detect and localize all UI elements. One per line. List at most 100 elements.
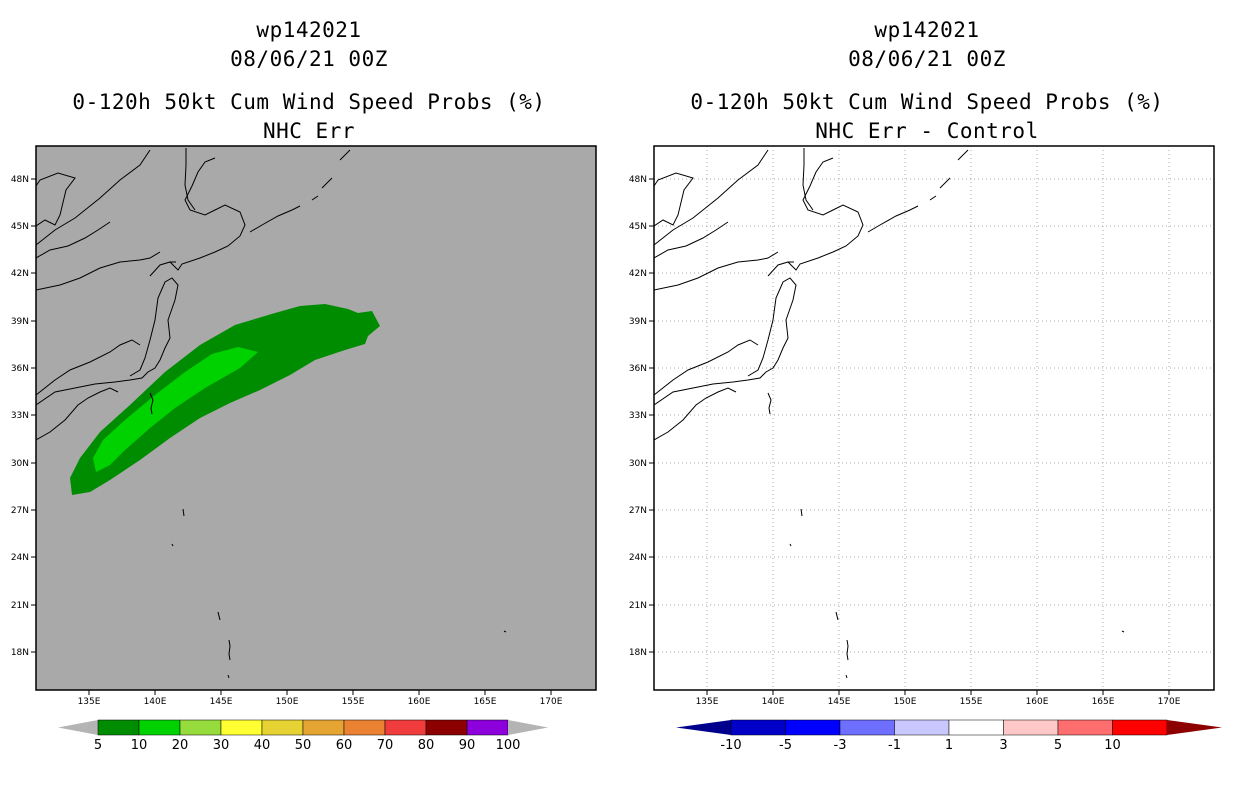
svg-text:155E: 155E — [960, 697, 983, 707]
svg-text:24N: 24N — [629, 553, 647, 563]
lat-label: 18N — [11, 648, 36, 658]
svg-text:33N: 33N — [11, 411, 29, 421]
lat-label: 33N — [629, 411, 654, 421]
lat-label: 30N — [629, 459, 654, 469]
date-title: 08/06/21 00Z — [848, 47, 1006, 71]
colorbar-label: 30 — [213, 738, 230, 753]
lon-label: 150E — [894, 690, 917, 707]
subtitle: NHC Err — [262, 119, 355, 143]
colorbar-box — [730, 719, 786, 736]
colorbar-box — [839, 719, 895, 736]
svg-text:30N: 30N — [11, 459, 29, 469]
svg-text:24N: 24N — [11, 553, 29, 563]
lat-label: 33N — [11, 411, 36, 421]
date-title: 08/06/21 00Z — [230, 47, 388, 71]
colorbar-label: -5 — [779, 738, 792, 753]
colorbar-end-triangle — [58, 720, 98, 735]
colorbar-label: 5 — [1054, 738, 1062, 753]
lat-label: 36N — [629, 364, 654, 374]
map-frame — [35, 145, 597, 691]
colorbar-box — [302, 719, 345, 736]
lat-axis: 48N 45N 42N 39N 36N 33N 30N 27N 24N 21N … — [11, 175, 36, 658]
colorbar-end-triangle — [508, 720, 548, 735]
svg-text:27N: 27N — [629, 506, 647, 516]
svg-text:170E: 170E — [1158, 697, 1181, 707]
lon-label: 150E — [276, 690, 299, 707]
lon-label: 155E — [960, 690, 983, 707]
colorbar-label: 90 — [459, 738, 476, 753]
lat-label: 27N — [629, 506, 654, 516]
left-map: 48N 45N 42N 39N 36N 33N 30N 27N 24N 21N … — [11, 145, 597, 753]
lon-label: 135E — [696, 690, 719, 707]
colorbar-box — [97, 719, 140, 736]
colorbar-label: -10 — [720, 738, 741, 753]
colorbar-label: 60 — [336, 738, 353, 753]
svg-text:30N: 30N — [629, 459, 647, 469]
lat-label: 48N — [11, 175, 36, 185]
colorbar-label: 10 — [131, 738, 148, 753]
svg-text:21N: 21N — [11, 601, 29, 611]
svg-text:145E: 145E — [828, 697, 851, 707]
lat-label: 21N — [11, 601, 36, 611]
lat-label: 21N — [629, 601, 654, 611]
storm-id-title: wp142021 — [874, 18, 980, 42]
lat-label: 24N — [629, 553, 654, 563]
colorbar-label: 80 — [418, 738, 435, 753]
lon-axis: 135E 140E 145E 150E 155E 160E 165E 170E — [696, 690, 1181, 707]
lon-label: 170E — [540, 690, 563, 707]
svg-text:135E: 135E — [78, 697, 101, 707]
lon-label: 140E — [144, 690, 167, 707]
map-frame — [653, 145, 1215, 691]
colorbar-label: 1 — [945, 738, 953, 753]
colorbar-box — [785, 719, 841, 736]
svg-text:42N: 42N — [11, 269, 29, 279]
svg-text:18N: 18N — [629, 648, 647, 658]
svg-text:21N: 21N — [629, 601, 647, 611]
svg-text:150E: 150E — [276, 697, 299, 707]
svg-text:27N: 27N — [11, 506, 29, 516]
storm-id-title: wp142021 — [256, 18, 362, 42]
lon-label: 160E — [1026, 690, 1049, 707]
svg-text:48N: 48N — [11, 175, 29, 185]
svg-text:18N: 18N — [11, 648, 29, 658]
colorbar-label: 3 — [999, 738, 1007, 753]
lat-label: 39N — [629, 317, 654, 327]
colorbar-box — [179, 719, 222, 736]
svg-text:140E: 140E — [144, 697, 167, 707]
lon-label: 135E — [78, 690, 101, 707]
colorbar-low-triangle — [676, 720, 731, 735]
lon-label: 140E — [762, 690, 785, 707]
colorbar-label: -1 — [888, 738, 901, 753]
svg-text:36N: 36N — [629, 364, 647, 374]
svg-text:150E: 150E — [894, 697, 917, 707]
gridlines — [654, 146, 1214, 690]
colorbar-box — [948, 719, 1004, 736]
lat-label: 24N — [11, 553, 36, 563]
colorbar-box — [894, 719, 950, 736]
svg-text:39N: 39N — [629, 317, 647, 327]
lon-label: 145E — [828, 690, 851, 707]
colorbar-box — [343, 719, 386, 736]
lat-axis: 48N 45N 42N 39N 36N 33N 30N 27N 24N 21N … — [629, 175, 654, 658]
colorbar-label: -3 — [834, 738, 847, 753]
probability-contour-5 — [70, 304, 380, 495]
lat-label: 45N — [629, 222, 654, 232]
colorbar-high-triangle — [1167, 720, 1222, 735]
lat-label: 18N — [629, 648, 654, 658]
colorbar-box — [261, 719, 304, 736]
lon-label: 170E — [1158, 690, 1181, 707]
lon-axis: 135E 140E 145E 150E 155E 160E 165E 170E — [78, 690, 563, 707]
svg-text:160E: 160E — [408, 697, 431, 707]
colorbar-box — [1112, 719, 1168, 736]
svg-text:155E: 155E — [342, 697, 365, 707]
coastline — [654, 148, 1125, 679]
product-title: 0-120h 50kt Cum Wind Speed Probs (%) — [690, 90, 1164, 114]
colorbar-label: 100 — [496, 738, 521, 753]
svg-text:135E: 135E — [696, 697, 719, 707]
svg-text:140E: 140E — [762, 697, 785, 707]
lon-label: 165E — [474, 690, 497, 707]
lat-label: 48N — [629, 175, 654, 185]
svg-text:145E: 145E — [210, 697, 233, 707]
lon-label: 155E — [342, 690, 365, 707]
right-panel: wp142021 08/06/21 00Z 0-120h 50kt Cum Wi… — [618, 0, 1236, 800]
